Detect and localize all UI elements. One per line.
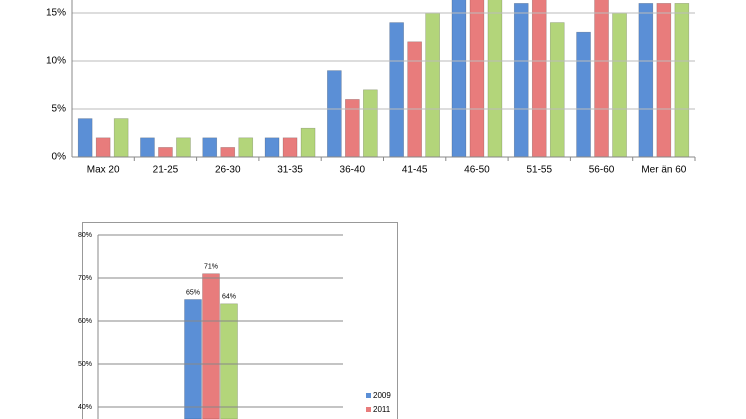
bar bbox=[282, 137, 298, 158]
chart-frame bbox=[82, 222, 398, 419]
x-tick-label: 36-40 bbox=[340, 165, 366, 176]
y-tick-label: 10% bbox=[46, 56, 66, 67]
x-tick-label: 31-35 bbox=[277, 165, 303, 176]
bar bbox=[513, 3, 529, 158]
bar bbox=[113, 118, 129, 158]
bar bbox=[345, 99, 360, 158]
bar bbox=[549, 22, 565, 158]
y-tick-label: 80% bbox=[78, 232, 92, 239]
bar bbox=[594, 0, 609, 158]
legend-label: 2011 bbox=[373, 405, 391, 414]
bar bbox=[77, 118, 93, 158]
bar bbox=[202, 273, 220, 419]
bar bbox=[202, 137, 218, 158]
x-tick-label: Mer än 60 bbox=[641, 165, 686, 176]
bar bbox=[238, 137, 254, 158]
data-label: 71% bbox=[204, 264, 218, 271]
legend-label: 2009 bbox=[373, 391, 391, 400]
x-tick-label: 26-30 bbox=[215, 165, 241, 176]
bar bbox=[95, 137, 111, 158]
x-tick-label: Max 20 bbox=[87, 165, 120, 176]
x-tick-label: 41-45 bbox=[402, 165, 428, 176]
y-tick-label: 60% bbox=[78, 318, 92, 325]
bar bbox=[656, 3, 672, 158]
bar bbox=[327, 70, 342, 158]
y-tick-label: 5% bbox=[52, 104, 67, 115]
bar bbox=[300, 127, 316, 158]
bar bbox=[469, 0, 485, 158]
bar bbox=[184, 299, 202, 419]
bar bbox=[176, 137, 191, 158]
x-tick-label: 51-55 bbox=[526, 165, 552, 176]
x-tick-label: 46-50 bbox=[464, 165, 490, 176]
y-tick-label: 70% bbox=[78, 275, 92, 282]
bar bbox=[612, 12, 627, 158]
y-tick-label: 40% bbox=[78, 404, 92, 411]
bar bbox=[425, 12, 440, 158]
bar bbox=[487, 0, 503, 158]
legend-swatch bbox=[366, 393, 371, 398]
bar bbox=[158, 147, 173, 158]
bar bbox=[451, 0, 467, 158]
bar bbox=[389, 22, 404, 158]
bar bbox=[638, 3, 654, 158]
y-tick-label: 15% bbox=[46, 8, 66, 19]
y-tick-label: 50% bbox=[78, 361, 92, 368]
legend-swatch bbox=[366, 407, 371, 412]
data-label: 64% bbox=[222, 294, 236, 301]
bar bbox=[264, 137, 280, 158]
bar bbox=[576, 31, 591, 158]
bar bbox=[220, 147, 236, 158]
bar bbox=[407, 41, 422, 158]
x-tick-label: 21-25 bbox=[153, 165, 179, 176]
bar bbox=[140, 137, 155, 158]
data-label: 65% bbox=[186, 289, 200, 296]
chart bbox=[184, 273, 238, 419]
bar bbox=[363, 89, 378, 158]
bar bbox=[674, 3, 690, 158]
chart bbox=[77, 0, 690, 158]
y-tick-label: 0% bbox=[52, 152, 67, 163]
x-tick-label: 56-60 bbox=[589, 165, 615, 176]
bar bbox=[531, 0, 547, 158]
